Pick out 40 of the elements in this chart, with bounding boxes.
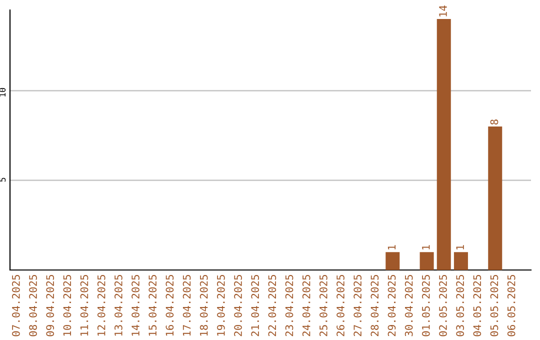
data-label: 8 [490, 120, 498, 124]
x-tick-label: 09.04.2025 [46, 275, 54, 336]
bar [436, 18, 451, 270]
x-tick-label: 28.04.2025 [370, 275, 379, 336]
bar [420, 252, 434, 270]
x-tick-label: 22.04.2025 [268, 275, 276, 336]
bar [386, 252, 400, 270]
x-tick-label: 05.05.2025 [490, 275, 498, 336]
x-tick-label: 02.05.2025 [439, 275, 447, 336]
data-label: 1 [422, 245, 430, 250]
x-tick-label: 18.04.2025 [200, 275, 208, 336]
x-tick-label: 12.04.2025 [97, 275, 106, 336]
x-tick-label: 20.04.2025 [234, 275, 242, 336]
x-tick-label: 21.04.2025 [251, 275, 260, 336]
x-tick-label: 27.04.2025 [354, 275, 362, 336]
x-tick-label: 10.04.2025 [63, 275, 72, 336]
data-label: 1 [388, 245, 396, 250]
x-tick-label: 13.04.2025 [114, 275, 122, 336]
x-tick-label: 15.04.2025 [148, 275, 157, 336]
x-tick-label: 19.04.2025 [216, 275, 225, 336]
x-tick-label: 25.04.2025 [319, 275, 328, 336]
x-tick-label: 23.04.2025 [285, 275, 294, 336]
x-tick-label: 04.05.2025 [473, 275, 482, 336]
x-tick-label: 07.04.2025 [12, 275, 20, 336]
x-tick-label: 17.04.2025 [182, 275, 191, 336]
x-tick-label: 26.04.2025 [336, 275, 344, 336]
data-label: 1 [456, 245, 464, 250]
bar [488, 126, 502, 270]
x-tick-label: 16.04.2025 [166, 275, 174, 336]
x-tick-label: 14.04.2025 [132, 275, 140, 336]
x-tick-label: 11.04.2025 [80, 275, 88, 336]
x-tick-label: 08.04.2025 [29, 275, 37, 336]
x-tick-label: 01.05.2025 [422, 275, 430, 336]
x-tick-label: 06.05.2025 [507, 275, 516, 336]
x-tick-label: 29.04.2025 [388, 275, 396, 336]
x-tick-label: 24.04.2025 [302, 275, 310, 336]
x-tick-label: 03.05.2025 [456, 275, 464, 336]
x-tick-label: 30.04.2025 [404, 275, 413, 336]
data-label: 14 [439, 6, 447, 16]
bar [454, 252, 468, 270]
